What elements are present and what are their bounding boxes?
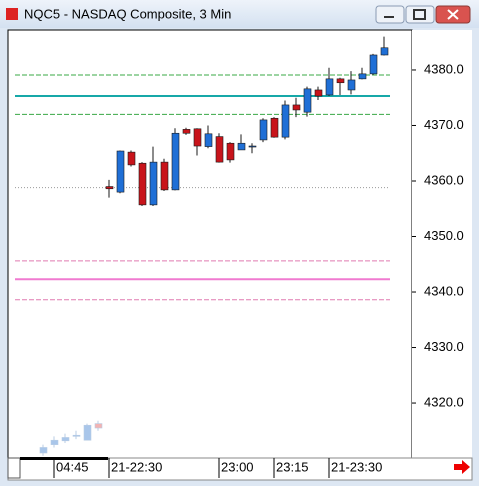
candle-body: [215, 136, 224, 163]
y-tick-label: 4320.0: [424, 394, 464, 409]
x-tick-label: 23:00: [221, 459, 254, 474]
candle-body: [94, 423, 103, 429]
x-tick-label: 21-22:30: [111, 459, 162, 474]
window-title: NQC5 - NASDAQ Composite, 3 Min: [24, 6, 231, 21]
candle-body: [259, 119, 268, 141]
y-tick-label: 4380.0: [424, 61, 464, 76]
candle-body: [138, 162, 147, 206]
y-axis-area: [412, 30, 472, 458]
y-tick-label: 4350.0: [424, 228, 464, 243]
x-tick-label: 23:15: [276, 459, 309, 474]
scroll-box[interactable]: [7, 457, 21, 479]
candle-body: [72, 434, 81, 437]
scroll-bar: [20, 457, 108, 460]
candle-body: [149, 161, 158, 206]
candle-body: [160, 161, 169, 191]
candle-body: [237, 142, 246, 151]
x-tick-label: 21-23:30: [331, 459, 382, 474]
candle-body: [182, 129, 191, 134]
candle-body: [127, 151, 136, 166]
candle-body: [369, 54, 378, 75]
y-tick-label: 4370.0: [424, 117, 464, 132]
close-icon: [447, 9, 459, 20]
candle-body: [105, 186, 114, 190]
candle-body: [325, 78, 334, 96]
y-tick-label: 4340.0: [424, 283, 464, 298]
candle-body: [336, 78, 345, 84]
candle-body: [83, 424, 92, 441]
candle-body: [226, 142, 235, 161]
minimize-icon: [384, 16, 394, 18]
candle-body: [193, 128, 202, 147]
candle-body: [248, 145, 257, 148]
candle-body: [347, 79, 356, 91]
scroll-right-arrow[interactable]: [454, 460, 470, 474]
minimize-button[interactable]: [375, 5, 405, 24]
candle-body: [314, 89, 323, 97]
candle-body: [116, 150, 125, 193]
restore-button[interactable]: [405, 5, 435, 24]
candle-body: [204, 133, 213, 147]
candle-body: [39, 447, 48, 454]
candle-body: [303, 88, 312, 113]
x-tick-label: 04:45: [56, 459, 89, 474]
y-tick-label: 4360.0: [424, 172, 464, 187]
restore-icon: [413, 9, 426, 20]
candle-body: [292, 104, 301, 111]
candle-body: [358, 73, 367, 80]
plot-area: [7, 29, 413, 459]
candle-body: [61, 437, 70, 442]
candle-body: [380, 47, 389, 56]
candle-body: [171, 132, 180, 191]
y-tick-label: 4330.0: [424, 339, 464, 354]
candle-body: [50, 439, 59, 445]
candle-body: [281, 104, 290, 138]
candle-body: [270, 117, 279, 138]
app-icon: [6, 8, 18, 20]
